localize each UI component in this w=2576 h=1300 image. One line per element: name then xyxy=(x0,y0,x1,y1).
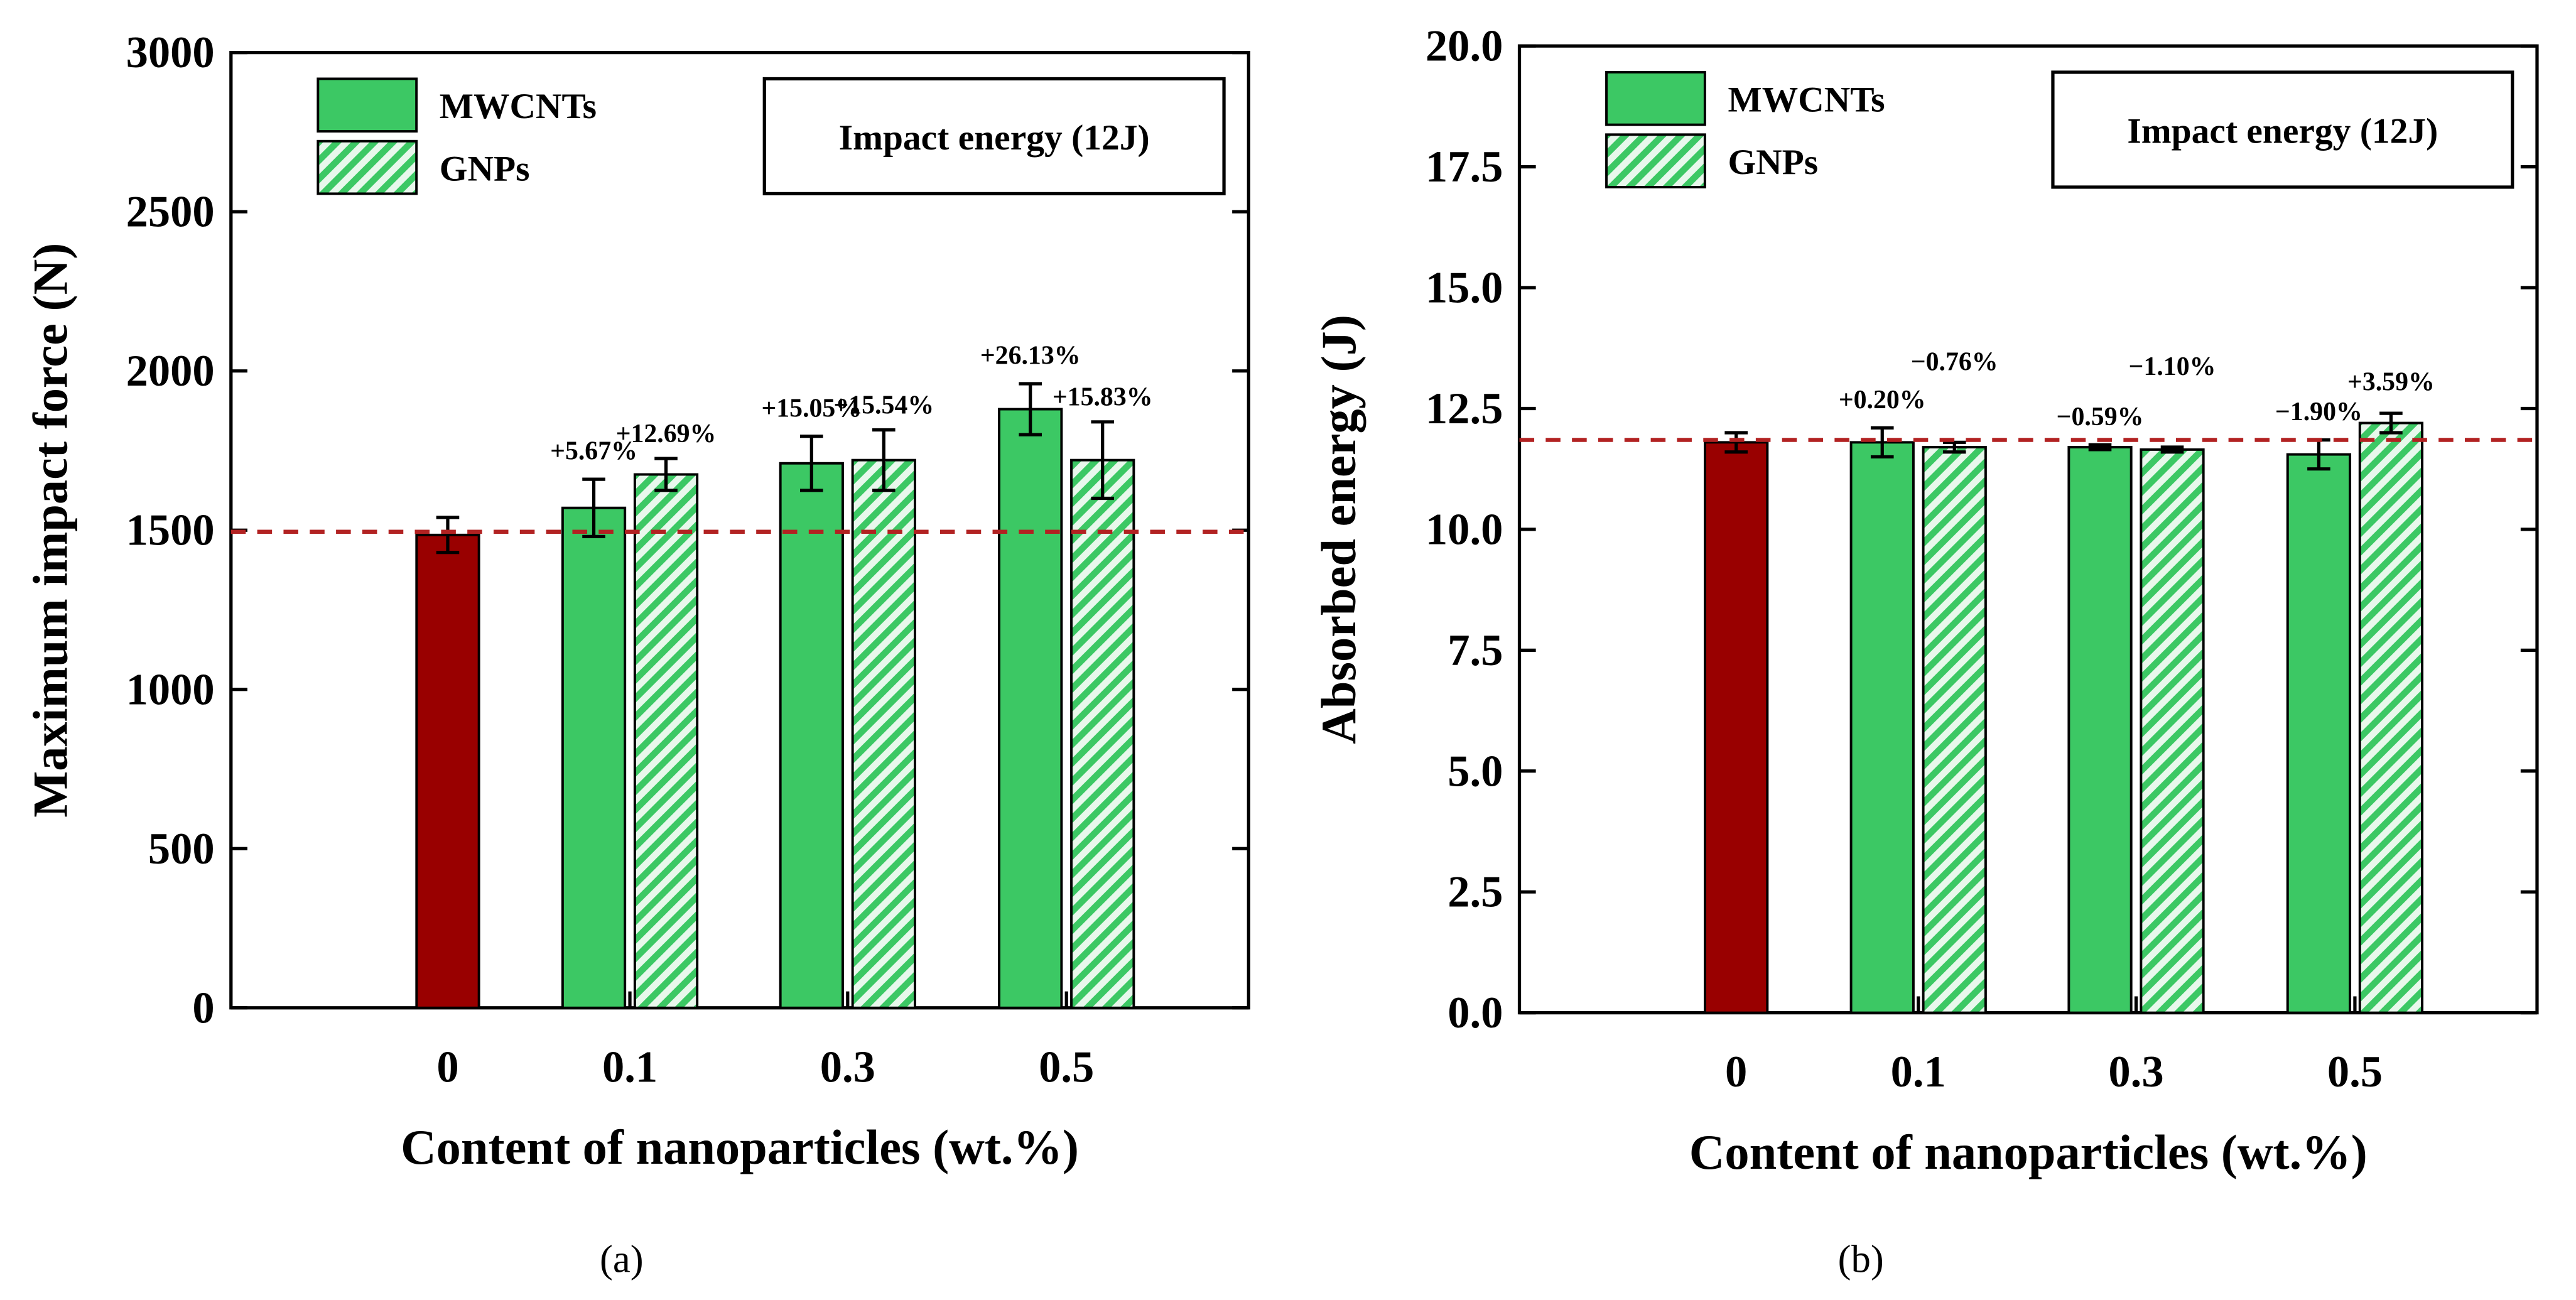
y-tick-label: 10.0 xyxy=(1426,505,1503,554)
x-tick-label: 0 xyxy=(436,1043,458,1091)
x-tick-label: 0.1 xyxy=(602,1043,658,1091)
x-tick-label: 0.3 xyxy=(2108,1048,2163,1097)
bar xyxy=(633,473,699,1009)
bar xyxy=(561,506,627,1009)
legend-label: GNPs xyxy=(440,149,530,189)
note-box xyxy=(762,77,1226,196)
bar xyxy=(2286,453,2352,1014)
bar xyxy=(415,533,480,1009)
y-tick-label: 2500 xyxy=(126,188,215,237)
bar xyxy=(1070,458,1135,1009)
bar xyxy=(2140,448,2205,1014)
bar xyxy=(2358,421,2424,1014)
panel-label: (a) xyxy=(600,1237,644,1281)
note: Impact energy (12J) xyxy=(839,118,1150,158)
y-tick-label: 3000 xyxy=(126,28,215,77)
bar xyxy=(1704,441,1769,1014)
bar xyxy=(779,462,844,1009)
annotation: +15.83% xyxy=(1053,383,1153,412)
y-tick-label: 2.5 xyxy=(1448,868,1503,917)
x-tick-label: 0.1 xyxy=(1891,1048,1946,1097)
y-tick-label: 20.0 xyxy=(1426,22,1503,71)
y-tick-label: 5.0 xyxy=(1448,747,1503,796)
annotation: +12.69% xyxy=(616,420,717,448)
x-axis-label: Content of nanoparticles (wt.%) xyxy=(1689,1125,2368,1179)
bar xyxy=(2067,446,2133,1014)
bar xyxy=(851,458,916,1009)
annotation: +15.54% xyxy=(833,391,934,420)
y-tick-label: 1000 xyxy=(126,665,215,714)
bar xyxy=(1922,446,1987,1014)
x-tick-label: 0.5 xyxy=(2327,1048,2383,1097)
annotation: +0.20% xyxy=(1839,386,1926,414)
legend-swatch xyxy=(1605,71,1706,126)
y-tick-label: 2000 xyxy=(126,347,215,396)
y-tick-label: 12.5 xyxy=(1426,384,1503,433)
annotation: +15.05% xyxy=(761,394,862,423)
panel-label: (b) xyxy=(1838,1237,1884,1281)
legend-swatch xyxy=(317,77,418,133)
annotation: −1.90% xyxy=(2275,398,2362,426)
y-tick-label: 7.5 xyxy=(1448,626,1503,675)
legend-swatch xyxy=(317,139,418,195)
y-tick-label: 0 xyxy=(192,983,214,1032)
y-tick-label: 15.0 xyxy=(1426,264,1503,313)
annotation: +26.13% xyxy=(980,342,1081,371)
x-tick-label: 0.5 xyxy=(1039,1043,1094,1091)
legend-label: MWCNTs xyxy=(1728,80,1885,120)
legend-label: MWCNTs xyxy=(440,87,597,126)
annotation: −1.10% xyxy=(2129,352,2216,381)
x-tick-label: 0 xyxy=(1725,1048,1747,1097)
y-tick-label: 17.5 xyxy=(1426,143,1503,192)
bar xyxy=(998,408,1063,1009)
annotation: −0.59% xyxy=(2057,403,2144,431)
annotation: +3.59% xyxy=(2347,368,2435,397)
annotation: +5.67% xyxy=(550,437,637,466)
y-axis-label: Maximum impact force (N) xyxy=(23,243,77,818)
x-axis-label: Content of nanoparticles (wt.%) xyxy=(401,1120,1079,1174)
bar xyxy=(1849,441,1915,1014)
y-tick-label: 0.0 xyxy=(1448,989,1503,1037)
note-box xyxy=(2051,70,2514,189)
note: Impact energy (12J) xyxy=(2127,111,2438,151)
y-tick-label: 1500 xyxy=(126,506,215,555)
legend-swatch xyxy=(1605,133,1706,188)
annotation: −0.76% xyxy=(1911,347,1998,376)
legend-label: GNPs xyxy=(1728,143,1818,182)
y-axis-label: Absorbed energy (J) xyxy=(1311,315,1366,744)
x-tick-label: 0.3 xyxy=(820,1043,875,1091)
y-tick-label: 500 xyxy=(148,825,215,874)
